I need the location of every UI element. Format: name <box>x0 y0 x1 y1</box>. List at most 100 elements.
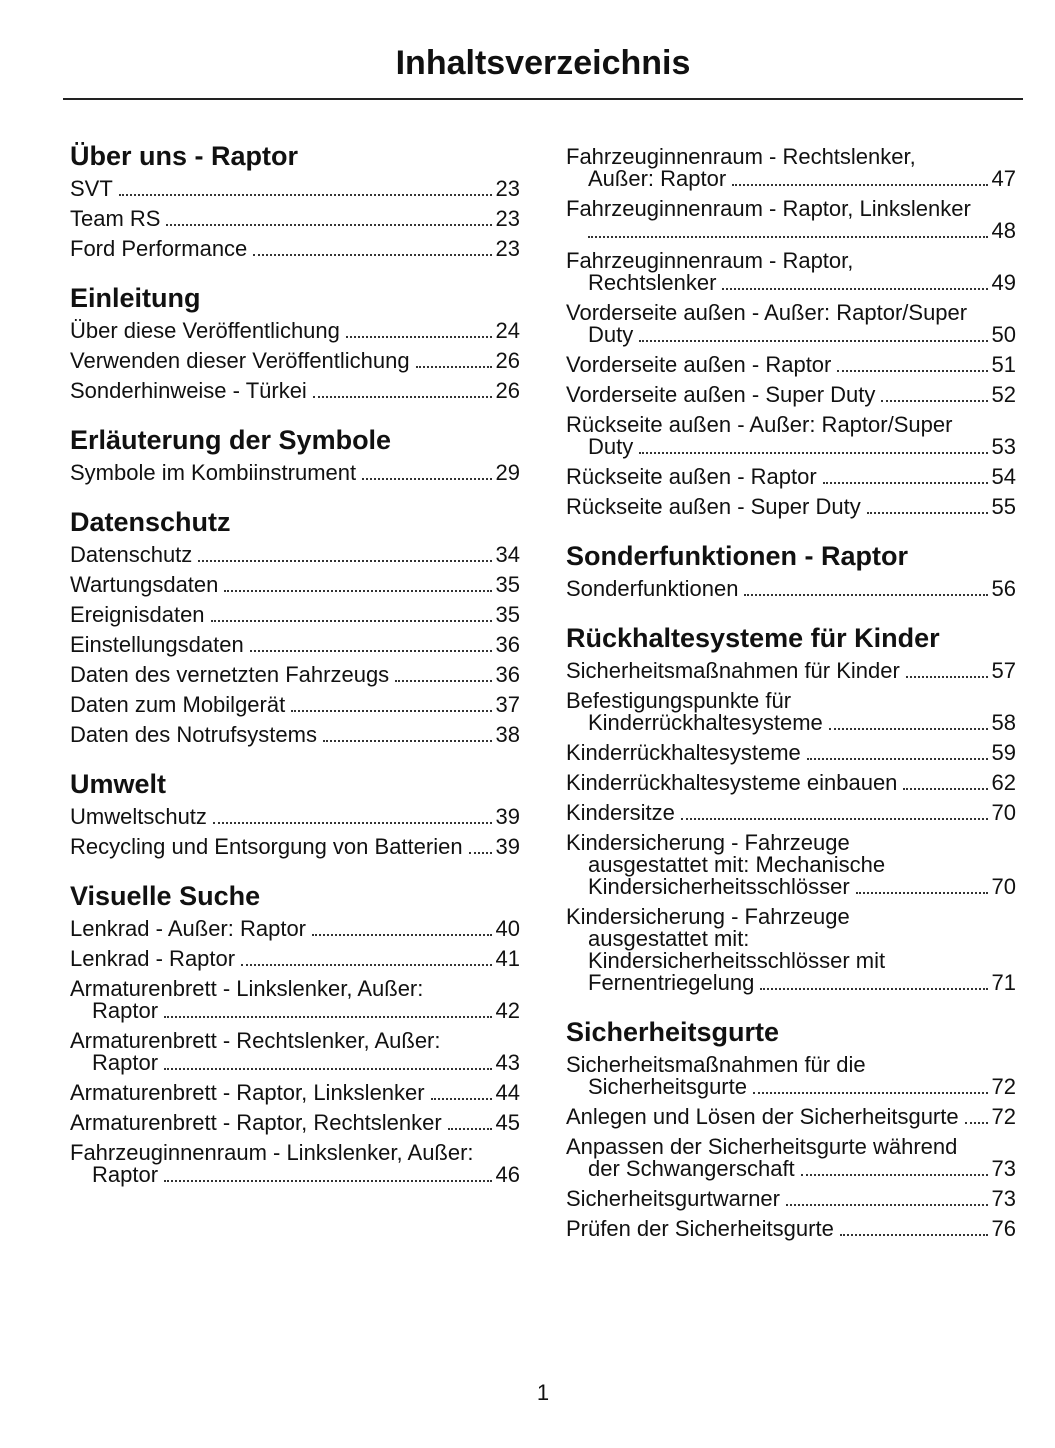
entry-text: Daten des Notrufsystems <box>70 722 317 747</box>
entry-page: 43 <box>495 1050 520 1075</box>
dot-leader <box>166 224 492 226</box>
section: Sonderfunktionen - Raptor Sonderfunktione… <box>566 540 1016 600</box>
toc-entry: Verwenden dieser Veröffentlichung 26 <box>70 350 520 372</box>
dot-leader <box>291 710 492 712</box>
section-heading: Über uns - Raptor <box>70 141 299 171</box>
entry-text: Kinderrückhaltesysteme <box>566 740 801 765</box>
toc-entry: Fahrzeuginnenraum - Raptor, Linkslenker 4… <box>566 198 1016 242</box>
page-number: 1 <box>536 1380 550 1405</box>
toc-entry: Sicherheitsmaßnahmen für Kinder 57 <box>566 660 1016 682</box>
section: Datenschutz Datenschutz 34 Wartungsdaten 35 E… <box>70 506 520 746</box>
entry-text: Anpassen der Sicherheitsgurte während de… <box>566 1134 958 1181</box>
dot-leader <box>905 676 988 678</box>
dot-leader <box>828 728 988 730</box>
dot-leader <box>732 184 988 186</box>
dot-leader <box>468 852 492 854</box>
entry-text: Prüfen der Sicherheitsgurte <box>566 1216 834 1241</box>
entry-text: Lenkrad - Raptor <box>70 946 236 971</box>
entry-page: 23 <box>495 206 520 231</box>
entry-page: 59 <box>991 740 1016 765</box>
entry-page: 36 <box>495 662 520 687</box>
dot-leader <box>345 336 492 338</box>
entry-page: 48 <box>991 218 1016 243</box>
dot-leader <box>822 482 988 484</box>
toc-entry: Ereignisdaten 35 <box>70 604 520 626</box>
column: Über uns - Raptor SVT 23 Team RS 23 Ford Perf… <box>70 140 520 1194</box>
entry-page: 70 <box>991 874 1016 899</box>
entry-page: 26 <box>495 378 520 403</box>
entry-page: 73 <box>991 1156 1016 1181</box>
toc-entry: Daten des vernetzten Fahrzeugs 36 <box>70 664 520 686</box>
section: Visuelle Suche Lenkrad - Außer: Raptor 40 L… <box>70 880 520 1186</box>
toc-entry: Vorderseite außen - Super Duty 52 <box>566 384 1016 406</box>
dot-leader <box>964 1122 988 1124</box>
entry-page: 26 <box>495 348 520 373</box>
entry-text: Lenkrad - Außer: Raptor <box>70 916 307 941</box>
dot-leader <box>210 620 492 622</box>
entry-page: 50 <box>991 322 1016 347</box>
entry-page: 41 <box>495 946 520 971</box>
entry-text: Sicherheitsmaßnahmen für Kinder <box>566 658 900 683</box>
toc-entry: Armaturenbrett - Raptor, Rechtslenker 45 <box>70 1112 520 1134</box>
entry-page: 37 <box>495 692 520 717</box>
entry-page: 40 <box>495 916 520 941</box>
entry-page: 49 <box>991 270 1016 295</box>
entry-text: Ereignisdaten <box>70 602 205 627</box>
entry-text: Recycling und Entsorgung von Batterien <box>70 834 463 859</box>
entry-text: Sicherheitsmaßnahmen für die Sicherheits… <box>566 1052 866 1099</box>
entry-text: Rückseite außen - Raptor <box>566 464 817 489</box>
section: Fahrzeuginnenraum - Rechtslenker, Außer:… <box>566 146 1016 518</box>
entry-page: 58 <box>991 710 1016 735</box>
dot-leader <box>312 934 492 936</box>
toc-entry: Rückseite außen - Super Duty 55 <box>566 496 1016 518</box>
dot-leader <box>322 740 492 742</box>
dot-leader <box>806 758 988 760</box>
entry-page: 34 <box>495 542 520 567</box>
section-heading: Visuelle Suche <box>70 881 261 911</box>
entry-text: Symbole im Kombiinstrument <box>70 460 357 485</box>
entry-text: Armaturenbrett - Rechtslenker, Außer: Ra… <box>70 1028 441 1075</box>
entry-page: 56 <box>991 576 1016 601</box>
entry-text: Armaturenbrett - Linkslenker, Außer: Rap… <box>70 976 424 1023</box>
toc-entry: SVT 23 <box>70 178 520 200</box>
toc-entry: Sicherheitsmaßnahmen für die Sicherheits… <box>566 1054 1016 1098</box>
entry-text: Fahrzeuginnenraum - Linkslenker, Außer: … <box>70 1140 474 1187</box>
toc-entry: Sonderhinweise - Türkei 26 <box>70 380 520 402</box>
dot-leader <box>362 478 492 480</box>
entry-text: Über diese Veröffentlichung <box>70 318 340 343</box>
toc-entry: Ford Performance 23 <box>70 238 520 260</box>
entry-page: 72 <box>991 1104 1016 1129</box>
dot-leader <box>164 1180 492 1182</box>
section-heading: Datenschutz <box>70 507 231 537</box>
entry-text: Wartungsdaten <box>70 572 219 597</box>
entry-text: Daten zum Mobilgerät <box>70 692 286 717</box>
toc-entry: Wartungsdaten 35 <box>70 574 520 596</box>
toc-entry: Armaturenbrett - Linkslenker, Außer: Rap… <box>70 978 520 1022</box>
entry-page: 39 <box>495 804 520 829</box>
entry-page: 76 <box>991 1216 1016 1241</box>
entry-text: Kindersicherung - Fahrzeuge ausgestattet… <box>566 830 886 899</box>
entry-text: Verwenden dieser Veröffentlichung <box>70 348 410 373</box>
entry-text: Umweltschutz <box>70 804 207 829</box>
entry-page: 23 <box>495 176 520 201</box>
toc-entry: Symbole im Kombiinstrument 29 <box>70 462 520 484</box>
entry-text: Sonderfunktionen <box>566 576 739 601</box>
toc-entry: Sonderfunktionen 56 <box>566 578 1016 600</box>
entry-text: Kinderrückhaltesysteme einbauen <box>566 770 898 795</box>
section: Sicherheitsgurte Sicherheitsmaßnahmen für… <box>566 1016 1016 1240</box>
toc-entry: Fahrzeuginnenraum - Linkslenker, Außer: … <box>70 1142 520 1186</box>
toc-entry: Vorderseite außen - Außer: Raptor/Super … <box>566 302 1016 346</box>
entry-text: Sonderhinweise - Türkei <box>70 378 307 403</box>
dot-leader <box>639 340 988 342</box>
toc-entry: Sicherheitsgurtwarner 73 <box>566 1188 1016 1210</box>
entry-page: 35 <box>495 572 520 597</box>
dot-leader <box>164 1016 492 1018</box>
entry-text: Vorderseite außen - Außer: Raptor/Super … <box>566 300 968 347</box>
entry-text: Daten des vernetzten Fahrzeugs <box>70 662 390 687</box>
dot-leader <box>839 1234 988 1236</box>
dot-leader <box>118 194 492 196</box>
dot-leader <box>744 594 988 596</box>
dot-leader <box>785 1204 988 1206</box>
entry-text: Vorderseite außen - Super Duty <box>566 382 876 407</box>
toc-entry: Kindersitze 70 <box>566 802 1016 824</box>
